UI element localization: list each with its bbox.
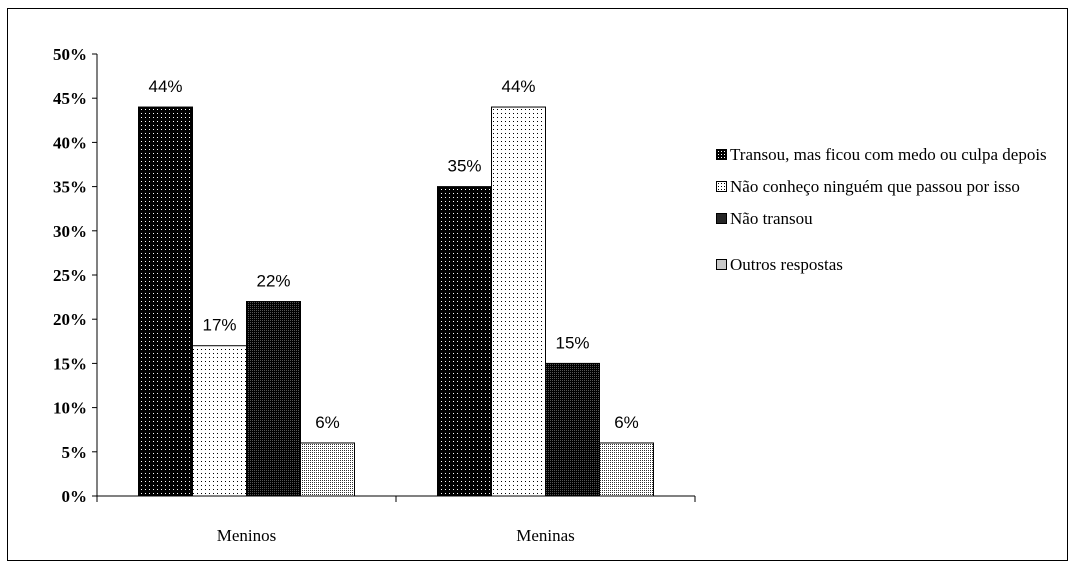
bar-chart: 0% 5% 10% 15% 20% 25% 30% 35% 40% 45% 50% Meninos Me…	[53, 45, 696, 545]
y-tick-label: 25%	[53, 266, 87, 285]
bar	[138, 106, 193, 497]
legend-label: Não conheço ninguém que passou por isso	[730, 177, 1020, 196]
bar	[192, 345, 247, 497]
y-tick-label: 50%	[53, 45, 87, 64]
legend-swatch	[716, 181, 727, 192]
data-label: 22%	[256, 272, 290, 291]
legend-label: Transou, mas ficou com medo ou culpa dep…	[730, 145, 1047, 164]
data-label: 35%	[447, 157, 481, 176]
legend-label: Outros respostas	[730, 255, 843, 274]
bar	[246, 301, 301, 497]
data-label: 15%	[555, 333, 589, 352]
y-tick-label: 45%	[53, 89, 87, 108]
data-label: 17%	[202, 316, 236, 335]
legend-item: Não conheço ninguém que passou por isso	[716, 174, 1056, 200]
data-label: 44%	[148, 77, 182, 96]
legend-item: Não transou	[716, 206, 1056, 232]
data-label: 6%	[315, 413, 340, 432]
y-tick-label: 10%	[53, 399, 87, 418]
bar	[437, 186, 492, 497]
legend-label: Não transou	[730, 209, 813, 228]
y-tick-label: 0%	[62, 487, 88, 506]
data-label: 44%	[501, 77, 535, 96]
y-tick-label: 40%	[53, 133, 87, 152]
legend-swatch	[716, 149, 727, 160]
bar	[545, 362, 600, 497]
bar	[300, 442, 355, 497]
y-tick-label: 20%	[53, 310, 87, 329]
legend-item: Outros respostas	[716, 252, 1056, 278]
bar	[599, 442, 654, 497]
legend-swatch	[716, 213, 727, 224]
x-tick-label: Meninas	[516, 526, 575, 545]
legend-item: Transou, mas ficou com medo ou culpa dep…	[716, 142, 1056, 168]
chart-legend: Transou, mas ficou com medo ou culpa dep…	[716, 142, 1056, 284]
y-tick-label: 15%	[53, 354, 87, 373]
data-label: 6%	[614, 413, 639, 432]
y-tick-label: 30%	[53, 222, 87, 241]
legend-swatch	[716, 259, 727, 270]
x-tick-label: Meninos	[217, 526, 277, 545]
y-tick-label: 35%	[53, 178, 87, 197]
bar	[491, 106, 546, 497]
y-tick-label: 5%	[62, 443, 88, 462]
